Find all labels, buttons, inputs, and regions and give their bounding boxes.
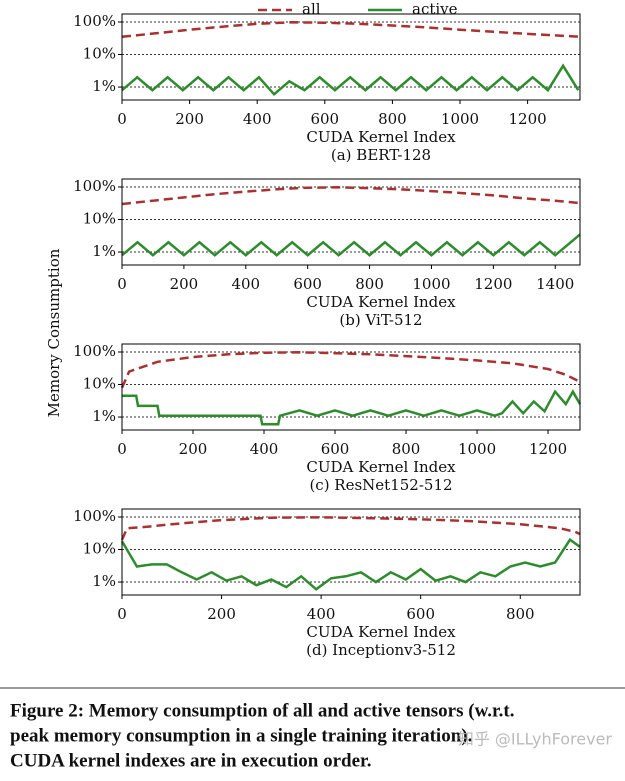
chart-title: (c) ResNet152-512 xyxy=(309,476,452,494)
chart-title: (d) Inceptionv3-512 xyxy=(306,641,456,659)
plot-frame xyxy=(121,178,581,266)
y-tick-label: 10% xyxy=(83,375,116,393)
x-tick-label: 0 xyxy=(117,440,127,458)
x-tick-label: 400 xyxy=(307,605,336,623)
plot-frame xyxy=(121,13,581,101)
x-tick-label: 0 xyxy=(117,275,127,293)
x-tick-label: 600 xyxy=(406,605,435,623)
chart-title: (a) BERT-128 xyxy=(331,146,431,164)
x-tick-label: 1200 xyxy=(509,110,547,128)
series-line xyxy=(120,537,581,591)
x-tick-label: 1200 xyxy=(529,440,567,458)
caption-line: peak memory consumption in a single trai… xyxy=(10,725,472,746)
x-tick-label: 600 xyxy=(310,110,339,128)
y-tick-label: 1% xyxy=(92,242,116,260)
x-tick-label: 1200 xyxy=(474,275,512,293)
legend-label: all xyxy=(302,0,321,18)
y-tick-label: 100% xyxy=(73,12,116,30)
y-tick-label: 1% xyxy=(92,77,116,95)
x-tick-label: 800 xyxy=(392,440,421,458)
caption-line: CUDA kernel indexes are in execution ord… xyxy=(10,750,372,771)
y-tick-label: 1% xyxy=(92,572,116,590)
x-axis-label: CUDA Kernel Index xyxy=(306,623,456,641)
series-line xyxy=(120,516,581,541)
series-line xyxy=(120,351,581,389)
series-line xyxy=(122,389,582,426)
x-tick-label: 600 xyxy=(293,275,322,293)
plot-frame xyxy=(121,508,581,596)
x-tick-label: 0 xyxy=(117,605,127,623)
x-tick-label: 400 xyxy=(250,440,279,458)
x-tick-label: 400 xyxy=(243,110,272,128)
series-line xyxy=(121,21,581,39)
x-tick-label: 1000 xyxy=(412,275,450,293)
y-tick-label: 100% xyxy=(73,342,116,360)
y-tick-label: 100% xyxy=(73,177,116,195)
x-tick-label: 200 xyxy=(175,110,204,128)
series-line xyxy=(121,186,581,206)
y-tick-label: 100% xyxy=(73,507,116,525)
x-tick-label: 600 xyxy=(321,440,350,458)
x-tick-label: 0 xyxy=(117,110,127,128)
chart-title: (b) ViT-512 xyxy=(339,311,422,329)
x-tick-label: 1000 xyxy=(441,110,479,128)
x-tick-label: 200 xyxy=(170,275,199,293)
series-line xyxy=(121,63,580,97)
plot-frame xyxy=(121,343,581,431)
y-axis-label: Memory Consumption xyxy=(45,248,63,417)
x-tick-label: 1400 xyxy=(536,275,574,293)
watermark: 知乎 @ILLyhForever xyxy=(458,730,613,749)
x-tick-label: 200 xyxy=(179,440,208,458)
x-tick-label: 400 xyxy=(231,275,260,293)
y-tick-label: 10% xyxy=(83,45,116,63)
series-line xyxy=(121,233,581,257)
x-axis-label: CUDA Kernel Index xyxy=(306,293,456,311)
y-tick-label: 1% xyxy=(92,407,116,425)
x-tick-label: 200 xyxy=(207,605,236,623)
x-tick-label: 800 xyxy=(378,110,407,128)
y-tick-label: 10% xyxy=(83,540,116,558)
x-tick-label: 800 xyxy=(506,605,535,623)
x-axis-label: CUDA Kernel Index xyxy=(306,128,456,146)
caption-line: Figure 2: Memory consumption of all and … xyxy=(10,700,515,721)
x-tick-label: 1000 xyxy=(458,440,496,458)
x-tick-label: 800 xyxy=(355,275,384,293)
legend-label: active xyxy=(412,0,458,18)
x-axis-label: CUDA Kernel Index xyxy=(306,458,456,476)
y-tick-label: 10% xyxy=(83,210,116,228)
